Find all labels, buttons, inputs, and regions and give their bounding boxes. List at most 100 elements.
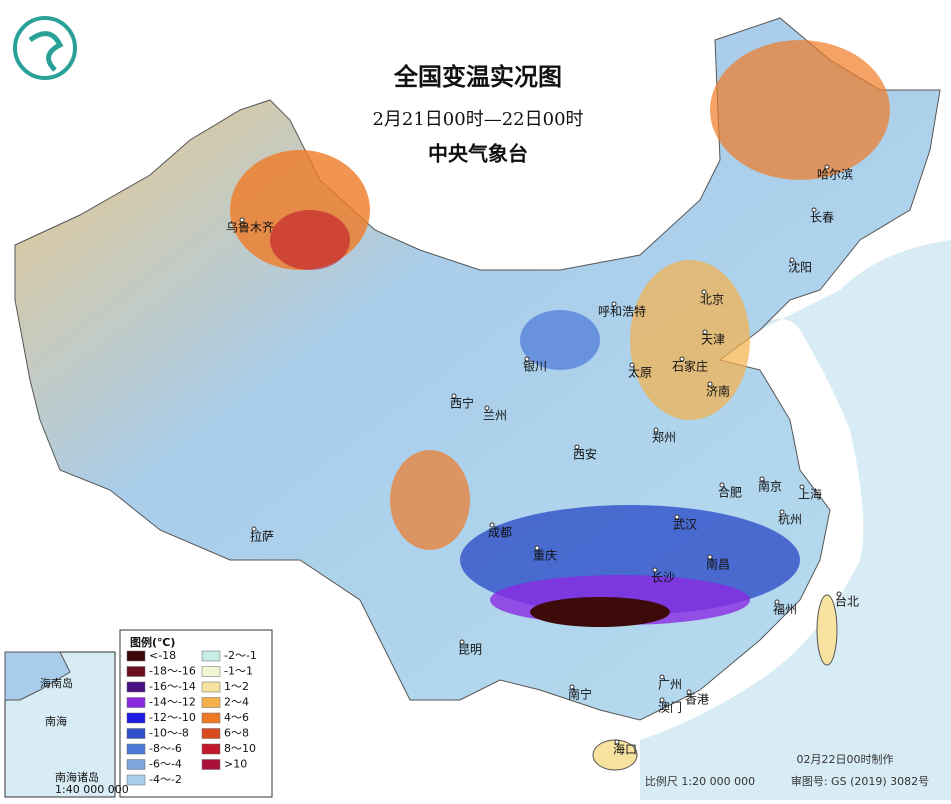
- city-label: 合肥: [718, 485, 742, 500]
- warm-area: [710, 40, 890, 180]
- city-dot: [836, 591, 842, 597]
- city-dot: [707, 554, 713, 560]
- legend-swatch: [201, 666, 221, 677]
- city-dot: [251, 526, 257, 532]
- legend-label: >10: [224, 758, 247, 771]
- legend-label: -18～-16: [149, 665, 196, 678]
- inset-land: [4, 651, 71, 701]
- legend-label: -2～-1: [224, 649, 257, 662]
- city-dot: [759, 476, 765, 482]
- city-label: 长沙: [651, 571, 675, 585]
- city-dot: [534, 545, 540, 551]
- city-dot: [799, 484, 805, 490]
- logo-mark: [28, 31, 64, 72]
- city-dot: [451, 393, 457, 399]
- approval: 审图号: GS (2019) 3082号: [791, 774, 929, 788]
- city-label: 沈阳: [788, 260, 812, 275]
- inset-islands: 南海诸岛: [55, 770, 99, 784]
- legend-swatch: [126, 697, 146, 708]
- city-dot: [614, 739, 620, 745]
- hainan: [592, 739, 638, 771]
- cold-area: [520, 310, 600, 370]
- city-label: 昆明: [458, 643, 482, 657]
- city-dot: [239, 217, 245, 223]
- city-label: 济南: [706, 384, 730, 399]
- legend-label: -16～-14: [149, 680, 196, 693]
- subtitle: 2月21日00时—22日00时: [372, 109, 583, 130]
- warm-area: [270, 210, 350, 270]
- legend-label: 2～4: [224, 696, 249, 709]
- city-dot: [686, 689, 692, 695]
- city-label: 杭州: [778, 512, 802, 527]
- inset-island: 海南岛: [40, 676, 73, 690]
- city-label: 哈尔滨: [817, 167, 853, 182]
- inset-scale: 1:40 000 000: [55, 783, 129, 796]
- city-dot: [659, 674, 665, 680]
- legend-label: 6～8: [224, 727, 249, 740]
- legend-label: -6～-4: [149, 758, 182, 771]
- city-dot: [484, 405, 490, 411]
- legend-swatch: [126, 774, 146, 786]
- legend-swatch: [201, 650, 221, 662]
- legend-swatch: [126, 712, 146, 724]
- city-label: 石家庄: [672, 359, 708, 374]
- city-label: 兰州: [483, 409, 507, 423]
- city-dot: [707, 381, 713, 387]
- city-label: 南昌: [706, 557, 730, 572]
- legend-label: 1～2: [224, 680, 249, 693]
- title: 全国变温实况图: [393, 63, 562, 91]
- legend-title: 图例(℃): [130, 635, 175, 649]
- city-label: 天津: [701, 333, 725, 347]
- legend-label: <-18: [149, 649, 176, 662]
- city-dot: [652, 567, 658, 573]
- legend-swatch: [201, 728, 221, 739]
- legend-box: [119, 629, 273, 798]
- legend-label: 8～10: [224, 742, 256, 755]
- city-dot: [569, 684, 575, 690]
- legend-label: -10～-8: [149, 727, 189, 740]
- city-dot: [629, 362, 635, 368]
- city-dot: [574, 444, 580, 450]
- city-dot: [701, 289, 707, 295]
- city-label: 重庆: [533, 549, 557, 563]
- city-label: 北京: [700, 293, 724, 307]
- city-label: 台北: [835, 594, 859, 609]
- city-dot: [774, 599, 780, 605]
- legend-swatch: [126, 666, 146, 677]
- city-label: 西宁: [450, 396, 474, 411]
- cold-area: [530, 597, 670, 627]
- legend-label: -12～-10: [149, 711, 196, 724]
- city-dot: [489, 522, 495, 528]
- agency: 中央气象台: [428, 142, 528, 166]
- city-label: 武汉: [673, 518, 697, 532]
- legend-swatch: [126, 650, 146, 662]
- city-label: 福州: [773, 602, 797, 617]
- city-dot: [811, 207, 817, 213]
- issued: 02月22日00时制作: [797, 753, 894, 766]
- city-label: 西安: [573, 447, 597, 462]
- city-label: 成都: [488, 526, 512, 540]
- logo: [13, 16, 77, 80]
- city-label: 太原: [628, 365, 652, 380]
- city-dot: [702, 329, 708, 335]
- warm-area: [390, 450, 470, 550]
- city-label: 广州: [658, 678, 682, 692]
- city-dot: [653, 427, 659, 433]
- city-label: 南京: [758, 479, 782, 494]
- legend-label: -4～-2: [149, 773, 182, 786]
- taiwan: [816, 594, 838, 666]
- city-dot: [679, 356, 685, 362]
- city-label: 拉萨: [250, 529, 274, 544]
- city-label: 银川: [523, 360, 547, 374]
- legend-swatch: [201, 759, 221, 770]
- legend-swatch: [201, 697, 221, 708]
- legend-swatch: [126, 759, 146, 770]
- city-dot: [719, 482, 725, 488]
- city-label: 香港: [685, 693, 709, 707]
- city-label: 上海: [798, 487, 822, 502]
- city-dot: [459, 639, 465, 645]
- city-label: 呼和浩特: [598, 304, 646, 319]
- legend-swatch: [201, 743, 221, 755]
- warm-area: [630, 260, 750, 420]
